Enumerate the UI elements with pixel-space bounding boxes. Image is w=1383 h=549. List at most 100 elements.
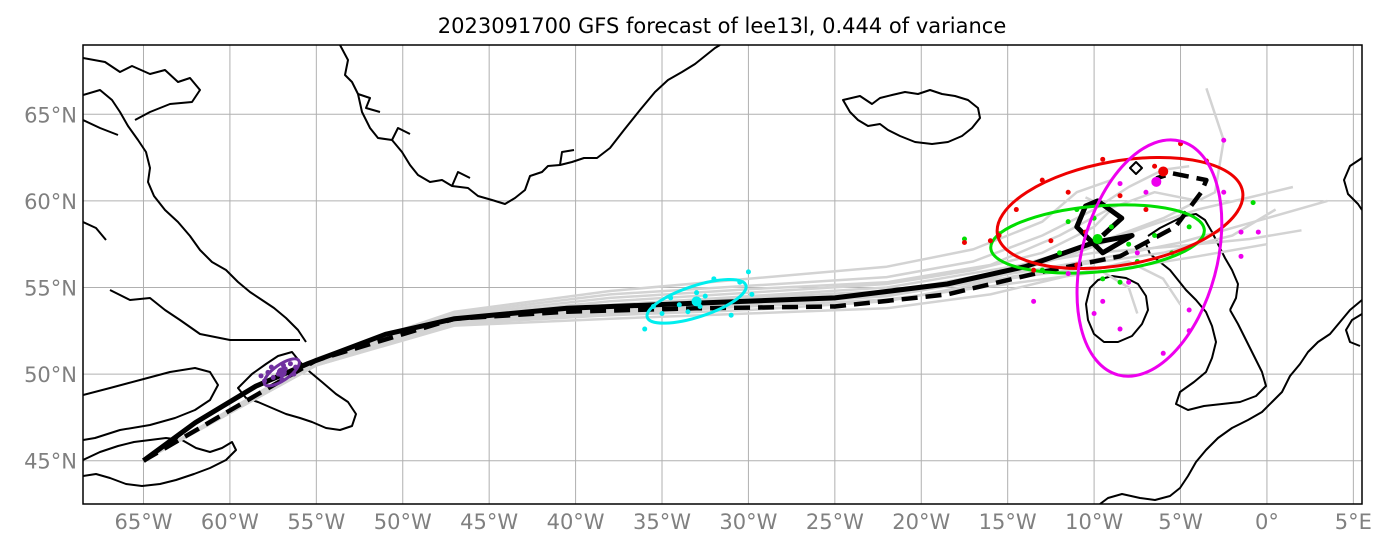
lon-tick-label: 50°W xyxy=(374,510,432,534)
greenland-coast xyxy=(339,45,721,205)
cluster-red-point xyxy=(987,238,993,244)
cluster-green-point xyxy=(1117,279,1123,285)
cluster-cyan-point xyxy=(694,290,700,296)
lon-tick-label: 45°W xyxy=(460,510,518,534)
track-layer xyxy=(142,87,1328,463)
lon-tick-label: 15°W xyxy=(979,510,1037,534)
cluster-red-point xyxy=(1013,207,1019,213)
cluster-green-point xyxy=(1065,219,1071,225)
iceland-coast xyxy=(842,89,981,145)
cluster-green-point xyxy=(1108,224,1114,230)
cluster-magenta-point xyxy=(1100,298,1106,304)
lon-tick-label: 20°W xyxy=(892,510,950,534)
cluster-red-point xyxy=(1152,163,1158,169)
cluster-red-point xyxy=(1143,207,1149,213)
cluster-green-point xyxy=(1152,233,1158,239)
cluster-purple-centroid xyxy=(276,367,287,378)
scotland-coast xyxy=(1147,213,1239,311)
england-coast xyxy=(1145,243,1267,411)
cluster-magenta-centroid xyxy=(1151,176,1162,187)
lon-tick-label: 5°E xyxy=(1335,510,1372,534)
lon-tick-label: 40°W xyxy=(547,510,605,534)
lat-tick-label: 60°N xyxy=(24,190,77,214)
cluster-magenta-point xyxy=(1143,189,1149,195)
cluster-purple-point xyxy=(287,361,293,367)
coastlines xyxy=(83,45,1362,504)
cluster-cyan-point xyxy=(642,326,648,332)
lon-tick-label: 55°W xyxy=(287,510,345,534)
map-frame xyxy=(82,44,1363,505)
labrador-coast-detail xyxy=(83,57,201,241)
norway-coast xyxy=(1343,157,1362,211)
cluster-magenta-point xyxy=(1065,271,1071,277)
faroe-islands xyxy=(1129,161,1143,175)
cluster-magenta-ellipse xyxy=(1075,138,1224,378)
cluster-red-point xyxy=(1117,193,1123,199)
cluster-green-point xyxy=(1126,241,1132,247)
cluster-purple-point xyxy=(270,375,276,381)
cluster-magenta-point xyxy=(1221,189,1227,195)
cluster-magenta-point xyxy=(1255,229,1261,235)
cluster-magenta-point xyxy=(1238,229,1244,235)
lon-tick-label: 65°W xyxy=(114,510,172,534)
cluster-green-point xyxy=(1057,250,1063,256)
cluster-red-centroid xyxy=(1158,166,1169,177)
chart-title: 2023091700 GFS forecast of lee13l, 0.444… xyxy=(438,14,1007,38)
newfoundland-coast xyxy=(237,351,357,431)
lon-tick-label: 35°W xyxy=(633,510,691,534)
maritimes-coast xyxy=(83,437,237,487)
cluster-cyan-point xyxy=(659,310,665,316)
cluster-magenta-point xyxy=(1117,326,1123,332)
axis-ticks: 65°W 60°W 55°W 50°W 45°W 40°W 35°W 30°W 25°W 20°W… xyxy=(24,103,1372,534)
lon-tick-label: 10°W xyxy=(1065,510,1123,534)
quebec-interior-lakes xyxy=(109,289,300,341)
map-background xyxy=(83,45,1362,504)
cluster-red-point xyxy=(1048,238,1054,244)
cluster-cyan-ellipse xyxy=(645,278,748,325)
cluster-red-point xyxy=(1065,189,1071,195)
greenland-coast-detail xyxy=(357,93,575,187)
lon-tick-label: 60°W xyxy=(201,510,259,534)
cluster-magenta-point xyxy=(1134,250,1140,256)
cluster-layer xyxy=(258,137,1261,388)
cluster-red-ellipse xyxy=(995,155,1245,271)
denmark-coast xyxy=(1345,313,1362,347)
europe-coast xyxy=(1099,299,1362,504)
cluster-magenta-point xyxy=(1126,279,1132,285)
cluster-green-point xyxy=(961,236,967,242)
cluster-red-point xyxy=(1031,267,1037,273)
gulf-st-lawrence xyxy=(83,367,219,441)
cluster-cyan-point xyxy=(749,291,755,297)
cluster-magenta-point xyxy=(1031,298,1037,304)
lon-tick-label: 5°W xyxy=(1158,510,1203,534)
cluster-magenta-point xyxy=(1238,253,1244,259)
cluster-cyan-point xyxy=(728,312,734,318)
cluster-magenta-point xyxy=(1117,181,1123,187)
cluster-purple-point xyxy=(258,373,264,379)
cluster-magenta-point xyxy=(1186,307,1192,313)
cluster-magenta-point xyxy=(1160,350,1166,356)
cluster-magenta-point xyxy=(1221,137,1227,143)
labrador-coast xyxy=(83,89,307,343)
cluster-green-point xyxy=(1186,224,1192,230)
ensemble-track xyxy=(142,164,1190,462)
lat-tick-label: 55°N xyxy=(24,276,77,300)
cluster-cyan-point xyxy=(676,302,682,308)
lon-tick-label: 30°W xyxy=(719,510,777,534)
lon-tick-label: 0° xyxy=(1255,510,1279,534)
cluster-green-centroid xyxy=(1092,233,1103,244)
cluster-green-point xyxy=(1250,200,1256,206)
lat-tick-label: 45°N xyxy=(24,450,77,474)
cluster-magenta-point xyxy=(1091,310,1097,316)
lat-tick-label: 65°N xyxy=(24,103,77,127)
lon-tick-label: 25°W xyxy=(806,510,864,534)
cluster-cyan-point xyxy=(745,269,751,275)
cluster-purple-ellipse xyxy=(262,357,301,388)
cluster-cyan-point xyxy=(702,293,708,299)
lat-tick-label: 50°N xyxy=(24,363,77,387)
cluster-green-point xyxy=(1100,276,1106,282)
ireland-coast xyxy=(1085,275,1149,343)
cluster-red-point xyxy=(961,239,967,245)
